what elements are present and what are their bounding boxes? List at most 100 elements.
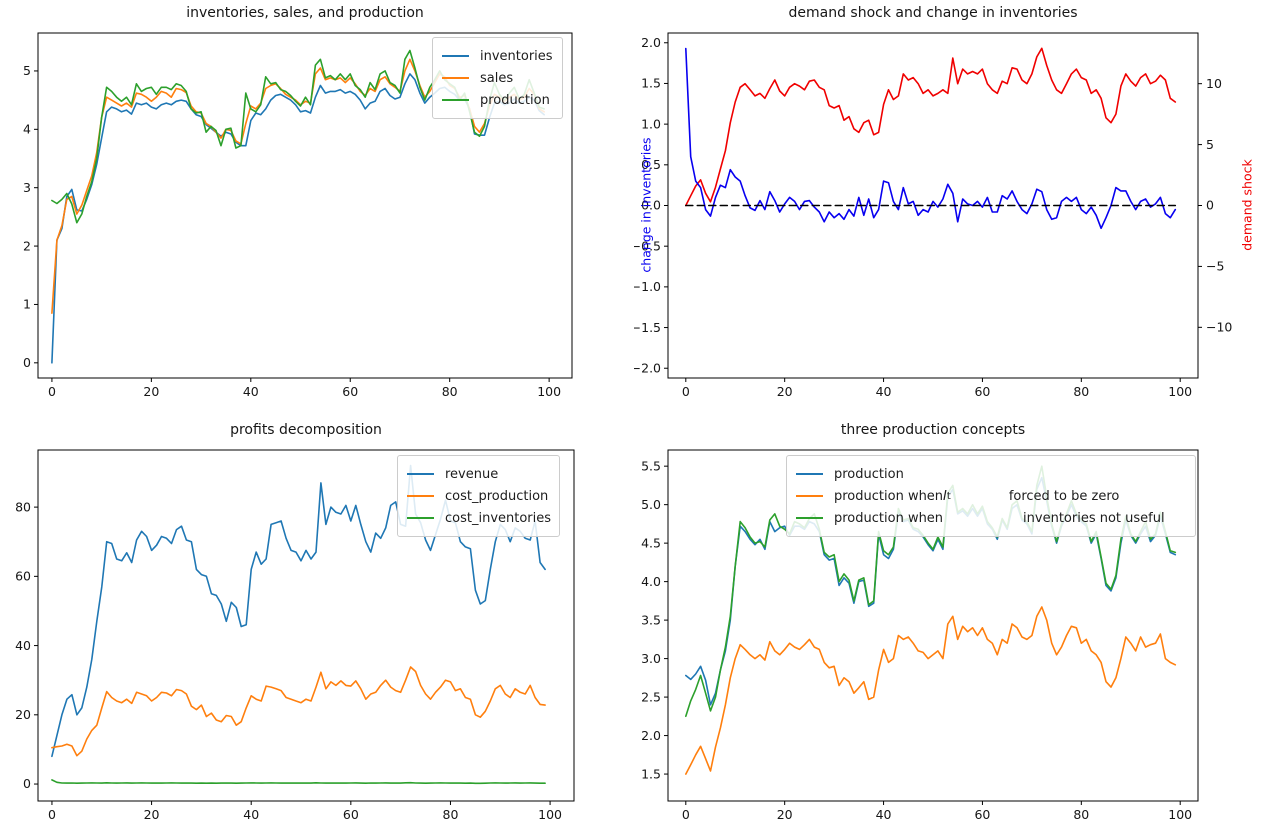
x-tick-label: 80 (443, 807, 459, 822)
y-tick-label-right: 0 (1206, 198, 1214, 213)
x-tick-label: 40 (876, 384, 892, 399)
x-tick-label: 40 (876, 807, 892, 822)
y-axis-label-right: demand shock (1239, 159, 1255, 251)
legend-label: inventories not useful (1023, 510, 1165, 526)
legend-label: production (834, 466, 904, 482)
y-tick-label: 0 (23, 355, 31, 370)
legend-line-sample (796, 473, 823, 475)
legend-entry: sales (442, 67, 552, 89)
y-tick-label: 5.5 (641, 458, 661, 473)
chart-profits-decomposition: 0 20 40 60 80 100 0 20 40 60 80 profits decomposit… (0, 417, 634, 834)
x-tick-label: 100 (1168, 384, 1192, 399)
y-tick-label: 40 (15, 638, 31, 653)
legend-label: I (943, 488, 947, 504)
legend-entry: production (442, 89, 552, 111)
legend-entry: inventories (442, 45, 553, 67)
legend-line-sample (407, 495, 434, 497)
x-tick-label: 0 (682, 807, 690, 822)
series-production-when-i-t-forced-to-be-zero-line (684, 606, 1177, 775)
x-axis-ticks: 0 20 40 60 80 100 (48, 378, 561, 399)
y-axis-label-left: change in inventories (638, 137, 654, 273)
legend-entry: production (796, 463, 1185, 485)
y-tick-label: 1.5 (641, 76, 661, 91)
plot-area: 0 20 40 60 80 100 0 20 40 60 80 (15, 449, 575, 822)
x-tick-label: 80 (442, 384, 458, 399)
y-tick-label: 2.5 (641, 689, 661, 704)
y-tick-label: 3.5 (641, 612, 661, 627)
y-tick-label: 0 (23, 776, 31, 791)
x-tick-label: 80 (1073, 807, 1089, 822)
legend-label: production (480, 92, 550, 108)
legend-line-sample (442, 77, 469, 79)
x-tick-label: 60 (343, 807, 359, 822)
y-tick-label: 4 (23, 122, 31, 137)
legend-label: revenue (445, 466, 499, 482)
legend-entry: revenue (407, 463, 549, 485)
plot-area: 0 20 40 60 80 100−2.0−1.5−1.0−0.50.00.51.01.5… (634, 32, 1232, 399)
legend-label: inventories (480, 48, 553, 64)
legend-label: cost_inventories (445, 510, 552, 526)
axes-frame (667, 449, 1199, 802)
x-tick-label: 60 (342, 384, 358, 399)
y-tick-label: 3 (23, 180, 31, 195)
y-tick-label: 0.0 (641, 198, 661, 213)
plot-area: 0 20 40 60 80 100 1.5 2.0 2.5 3.0 3.5 4.0 4.5 5.0 5.5 (641, 449, 1199, 822)
y-tick-label: 60 (15, 569, 31, 584)
x-tick-label: 60 (974, 384, 990, 399)
x-axis-ticks: 0 20 40 60 80 100 (682, 801, 1192, 822)
legend-line-sample (407, 473, 434, 475)
legend: revenue cost_production cost_inventories (397, 455, 560, 537)
chart-three-production-concepts: 0 20 40 60 80 100 1.5 2.0 2.5 3.0 3.5 4.0 4.5 5.0 5.5 … (634, 417, 1268, 834)
chart-title: inventories, sales, and production (186, 5, 424, 21)
y-axis-ticks: −2.0 −1.5 −1.0 −0.5 0.0 0.5 1.0 1.5 2.0 (634, 35, 668, 375)
y-tick-label: 20 (15, 707, 31, 722)
y-tick-label: −1.5 (634, 320, 661, 335)
legend-label: cost_production (445, 488, 549, 504)
y-tick-label: 3.0 (641, 651, 661, 666)
x-axis-ticks: 0 20 40 60 80 100 (48, 801, 562, 822)
x-tick-label: 0 (682, 384, 690, 399)
y-tick-label: 4.5 (641, 535, 661, 550)
chart-inventories-sales-production: 0 20 40 60 80 100 0 1 2 3 4 5 inventories, sales, a… (0, 0, 634, 417)
x-tick-label: 100 (537, 384, 561, 399)
y-tick-label: 2 (23, 238, 31, 253)
y-tick-label: −0.5 (634, 238, 661, 253)
legend-label: production when (834, 510, 944, 526)
chart-demand-shock-change-in-inventories: 0 20 40 60 80 100 −2.0 −1.5 −1.0 −0.5 0.0 0.5 1.0 1.5… (634, 0, 1268, 417)
x-tick-label: 80 (1073, 384, 1089, 399)
y-tick-label: 2.0 (641, 728, 661, 743)
y-axis-ticks-right: −10 −5 0 5 10 (1198, 76, 1232, 335)
series-change-in-inventories-line (684, 47, 1177, 230)
legend-entry: production when inventories not useful (796, 507, 1185, 529)
y-tick-label: 0.5 (641, 157, 661, 172)
y-tick-label: 1 (23, 297, 31, 312)
legend-line-sample (442, 55, 469, 57)
y-tick-label: 5.0 (641, 497, 661, 512)
series-demand-shock-line (684, 47, 1177, 207)
y-axis-ticks: 1.5 2.0 2.5 3.0 3.5 4.0 4.5 5.0 5.5 (641, 458, 668, 781)
x-tick-label: 40 (243, 384, 259, 399)
x-tick-label: 20 (777, 384, 793, 399)
legend: inventories sales production (432, 37, 563, 119)
legend-label: production when (834, 488, 944, 504)
x-tick-label: 20 (777, 807, 793, 822)
y-axis-ticks: 0 20 40 60 80 (15, 499, 38, 791)
legend-label: sales (480, 70, 514, 86)
legend-line-sample (796, 517, 823, 519)
chart-title: three production concepts (840, 422, 1026, 438)
y-tick-label: 4.0 (641, 574, 661, 589)
legend-line-sample (442, 99, 469, 101)
y-tick-label-right: −5 (1206, 259, 1224, 274)
legend-label: t (946, 490, 951, 502)
y-tick-label: 80 (15, 499, 31, 514)
x-tick-label: 20 (144, 807, 160, 822)
x-tick-label: 0 (48, 807, 56, 822)
series-revenue-line (51, 464, 546, 758)
legend-line-sample (407, 517, 434, 519)
x-tick-label: 20 (143, 384, 159, 399)
series-cost-inventories-line (51, 779, 546, 785)
axes-frame (37, 449, 575, 802)
